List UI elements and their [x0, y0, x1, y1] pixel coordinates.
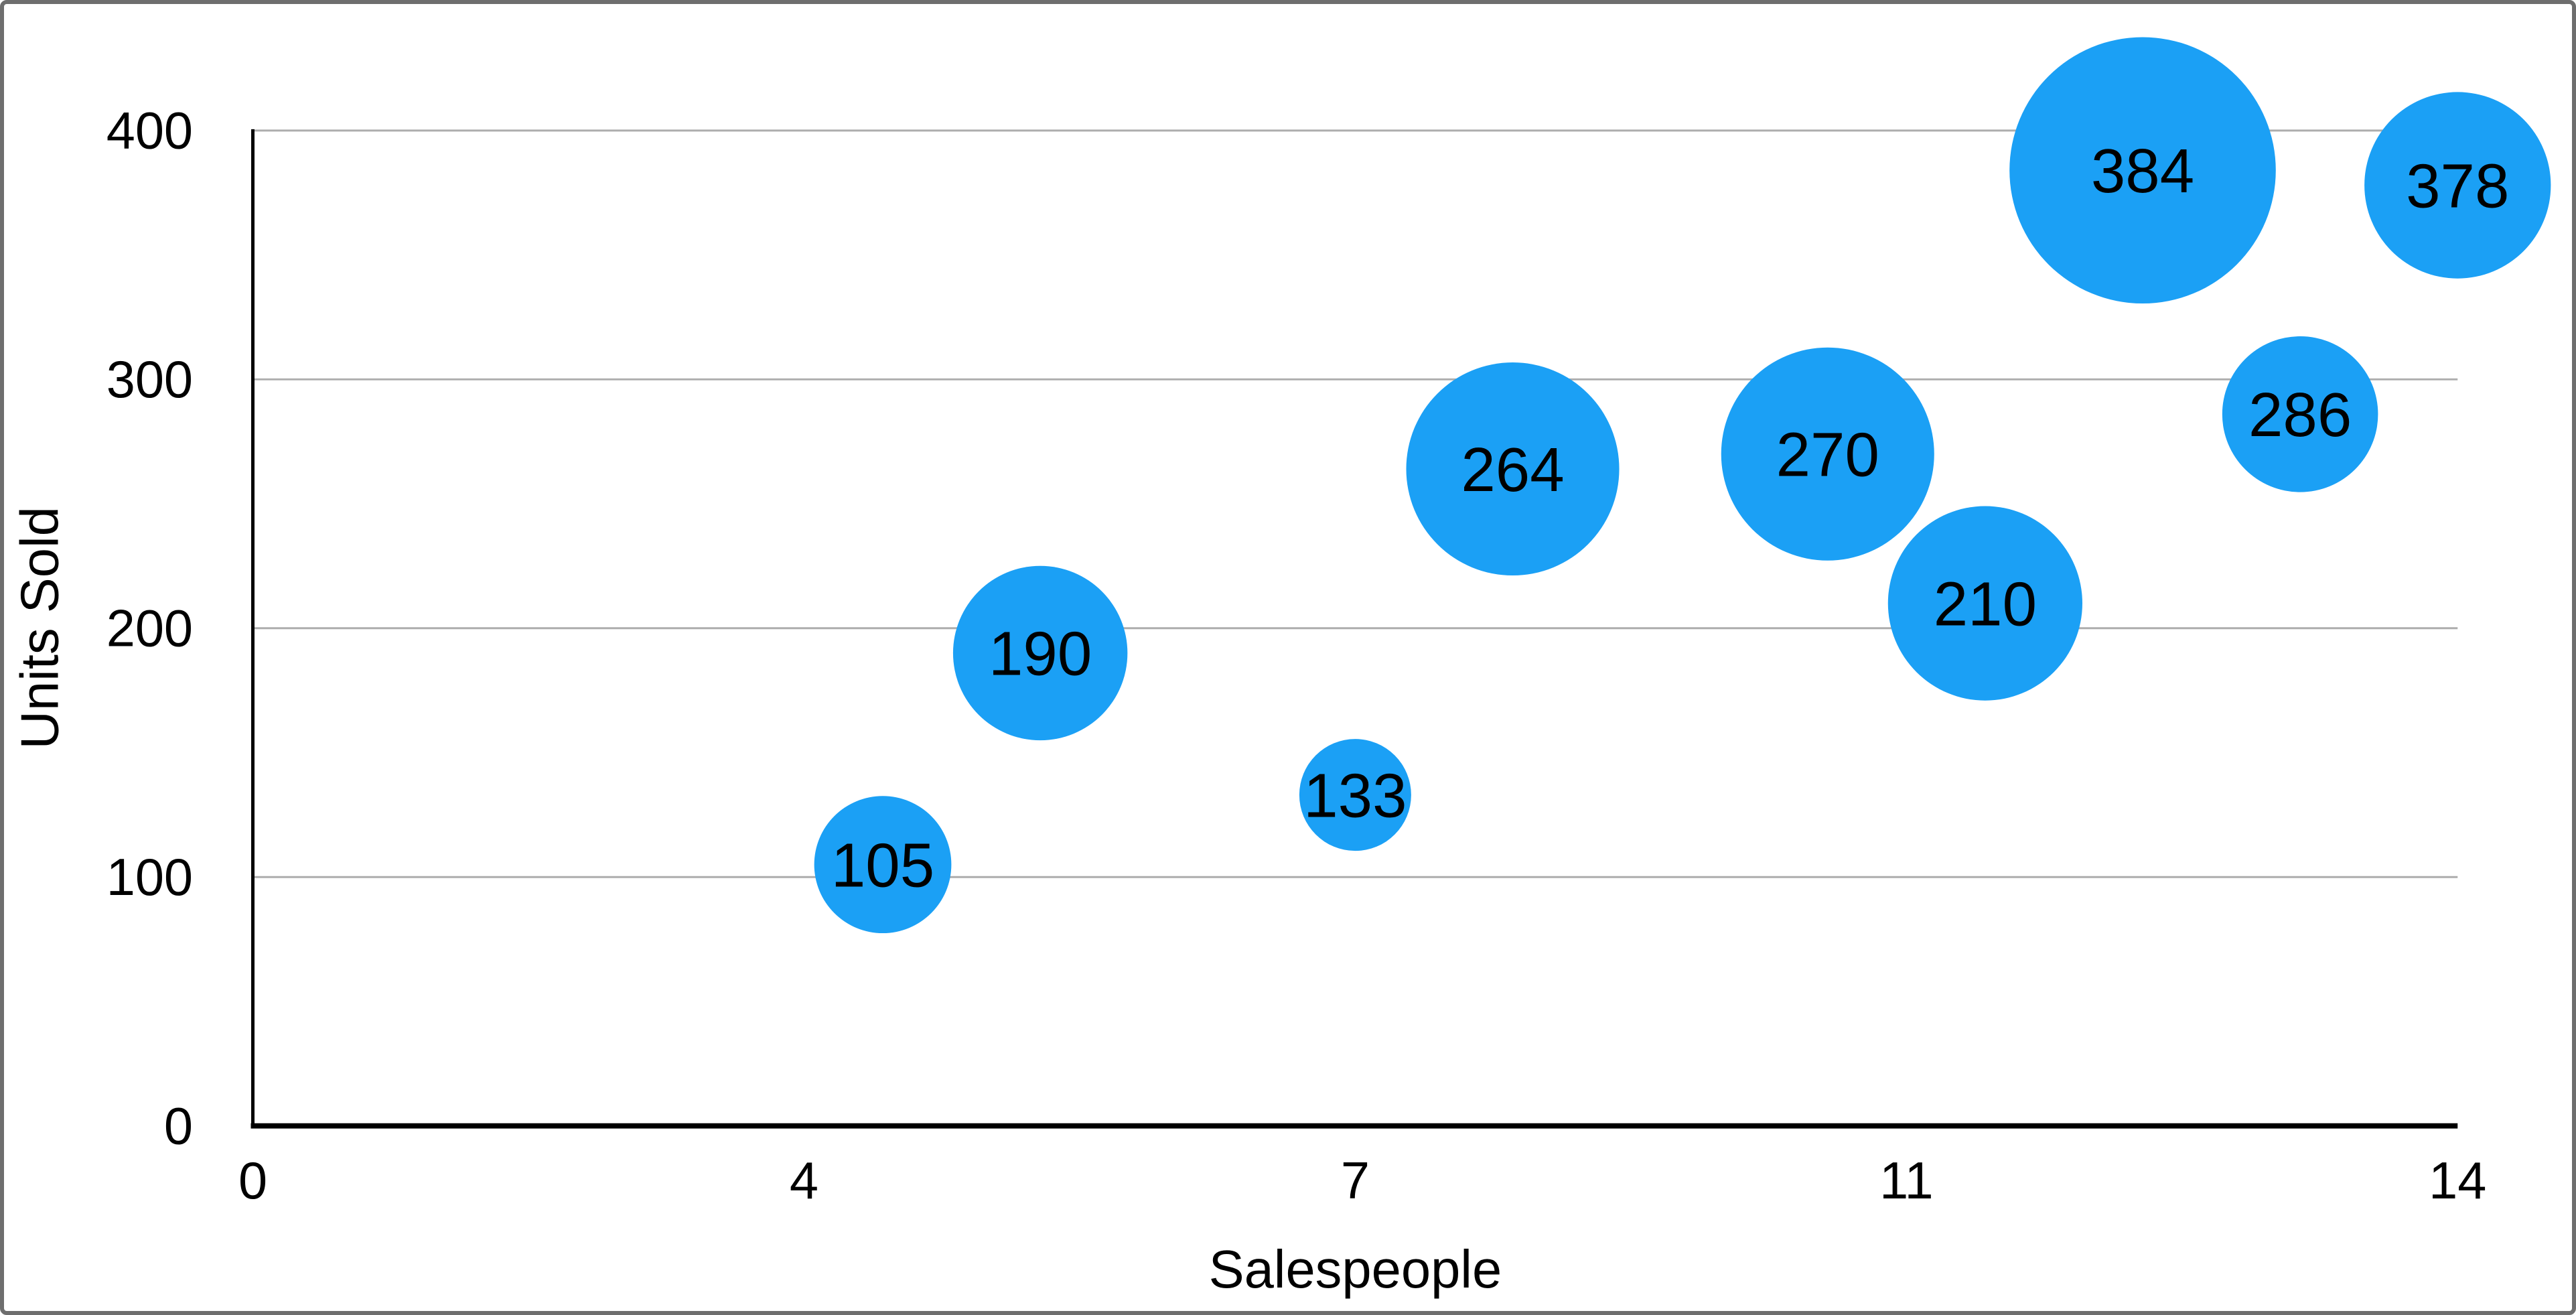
bubble-circle-286[interactable] [2222, 336, 2378, 492]
x-tick-label-11: 11 [1879, 1152, 1933, 1210]
bubble-value-label: 210 [1934, 569, 2037, 638]
bubble-value-label: 378 [2406, 151, 2509, 220]
x-tick-label-7: 7 [1341, 1152, 1370, 1210]
x-tick-label-4: 4 [790, 1152, 818, 1210]
bubble-circle-210[interactable] [1887, 506, 2082, 701]
y-tick-label-0: 0 [164, 1098, 193, 1156]
bubble-value-label: 264 [1461, 435, 1564, 504]
bubble-circle-270[interactable] [1721, 347, 1934, 561]
bubble-circle-105[interactable] [814, 796, 952, 934]
x-tick-label-14: 14 [2429, 1152, 2486, 1210]
bubble-circle-378[interactable] [2364, 92, 2551, 279]
bubble-value-label: 384 [2091, 136, 2194, 206]
bubble-378: 378 [2364, 92, 2551, 279]
tick-labels-layer: 0 100 200 300 400 0 4 7 11 14 [106, 102, 2487, 1210]
bubble-value-label: 190 [989, 619, 1092, 689]
bubble-circle-384[interactable] [2009, 37, 2276, 304]
bubble-105: 105 [814, 796, 952, 934]
bubble-210: 210 [1887, 506, 2082, 701]
bubble-circle-190[interactable] [952, 565, 1128, 741]
bubble-value-label: 133 [1303, 760, 1407, 830]
x-axis-title: Salespeople [1209, 1239, 1502, 1299]
bubble-286: 286 [2222, 336, 2378, 492]
bubbles-layer: 105 190 133 264 270 210 384 286 378 [814, 37, 2551, 934]
y-tick-label-400: 400 [106, 102, 193, 160]
y-tick-label-100: 100 [106, 849, 193, 906]
bubble-value-label: 105 [831, 830, 934, 900]
y-tick-label-200: 200 [106, 600, 193, 658]
bubble-190: 190 [952, 565, 1128, 741]
axes-layer [251, 129, 2458, 1129]
axis-titles-layer: Units Sold Salespeople [9, 506, 1502, 1299]
bubble-264: 264 [1406, 362, 1620, 576]
bubble-value-label: 270 [1776, 420, 1879, 490]
bubble-circle-133[interactable] [1299, 739, 1411, 851]
bubble-384: 384 [2009, 37, 2276, 304]
bubble-133: 133 [1299, 739, 1411, 851]
y-axis-title: Units Sold [9, 506, 69, 749]
bubble-value-label: 286 [2248, 380, 2352, 449]
y-tick-label-300: 300 [106, 351, 193, 409]
x-tick-label-0: 0 [238, 1152, 267, 1210]
bubble-270: 270 [1721, 347, 1934, 561]
bubble-circle-264[interactable] [1406, 362, 1620, 576]
